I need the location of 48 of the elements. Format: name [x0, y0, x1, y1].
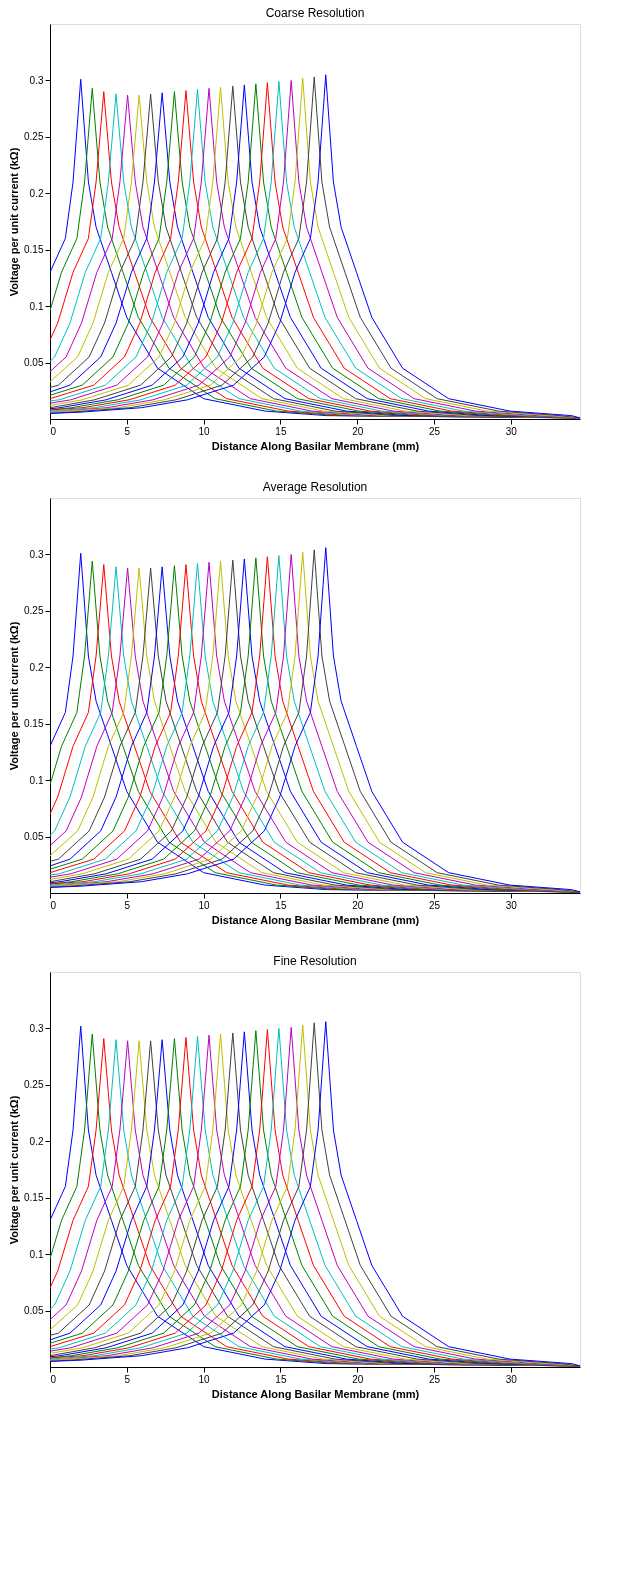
x-tick-label: 30	[505, 425, 518, 437]
x-tick-label: 10	[198, 1373, 211, 1385]
x-tick-label: 30	[505, 1373, 518, 1385]
x-tick-label: 5	[124, 1373, 131, 1385]
x-tick-label: 0	[50, 425, 57, 437]
x-tick-label: 25	[429, 1373, 441, 1385]
x-tick-label: 25	[429, 425, 441, 437]
x-tick-label: 5	[124, 899, 131, 911]
x-tick-label: 10	[198, 425, 211, 437]
x-tick-label: 0	[50, 1373, 57, 1385]
y-tick-label: 0.1	[29, 774, 44, 786]
y-tick-label: 0.2	[29, 1135, 44, 1147]
x-tick-label: 25	[429, 899, 441, 911]
x-tick-label: 15	[275, 1373, 287, 1385]
y-tick-label: 0.05	[24, 357, 44, 369]
y-tick-label: 0.3	[29, 74, 44, 86]
x-tick-label: 20	[352, 425, 364, 437]
x-axis-title: Distance Along Basilar Membrane (mm)	[211, 913, 420, 926]
y-tick-label: 0.15	[24, 244, 44, 256]
y-tick-label: 0.05	[24, 1305, 44, 1317]
chart-title: Fine Resolution	[273, 954, 357, 968]
x-tick-label: 5	[124, 425, 131, 437]
x-tick-label: 0	[50, 899, 57, 911]
y-tick-label: 0.25	[24, 131, 44, 143]
y-tick-label: 0.2	[29, 661, 44, 673]
y-tick-label: 0.05	[24, 831, 44, 843]
y-tick-label: 0.2	[29, 187, 44, 199]
x-axis-title: Distance Along Basilar Membrane (mm)	[211, 439, 420, 452]
y-tick-label: 0.15	[24, 1192, 44, 1204]
y-tick-label: 0.1	[29, 300, 44, 312]
x-tick-label: 20	[352, 1373, 364, 1385]
y-axis-title: Voltage per unit current (kΩ)	[8, 621, 21, 771]
y-axis-title: Voltage per unit current (kΩ)	[8, 1095, 21, 1245]
x-tick-label: 15	[275, 425, 287, 437]
y-axis-title: Voltage per unit current (kΩ)	[8, 147, 21, 297]
x-tick-label: 20	[352, 899, 364, 911]
y-tick-label: 0.1	[29, 1248, 44, 1260]
chart-title: Coarse Resolution	[265, 6, 365, 20]
x-tick-label: 15	[275, 899, 287, 911]
y-tick-label: 0.25	[24, 605, 44, 617]
y-tick-label: 0.25	[24, 1079, 44, 1091]
x-tick-label: 30	[505, 899, 518, 911]
x-axis-title: Distance Along Basilar Membrane (mm)	[211, 1387, 420, 1400]
chart-title: Average Resolution	[262, 480, 368, 494]
y-tick-label: 0.15	[24, 718, 44, 730]
y-tick-label: 0.3	[29, 548, 44, 560]
y-tick-label: 0.3	[29, 1022, 44, 1034]
x-tick-label: 10	[198, 899, 211, 911]
